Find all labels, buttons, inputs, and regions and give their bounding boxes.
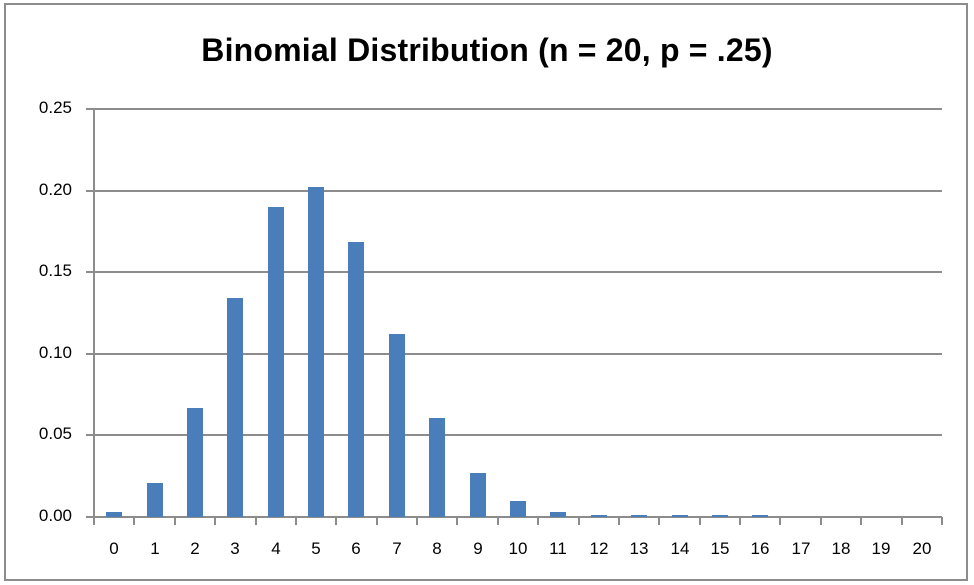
y-axis-tick — [86, 271, 94, 273]
x-axis-label: 13 — [629, 539, 649, 558]
gridline — [94, 190, 942, 192]
x-axis-tick — [901, 517, 903, 525]
bar-3[interactable] — [227, 298, 243, 517]
bar-5[interactable] — [308, 187, 324, 517]
x-axis-label: 0 — [109, 539, 119, 558]
y-axis-label: 0.25 — [38, 98, 72, 117]
bar-11[interactable] — [550, 512, 566, 517]
gridline — [94, 434, 942, 436]
bar-10[interactable] — [510, 501, 526, 517]
bar-1[interactable] — [147, 483, 163, 517]
x-axis-tick — [335, 517, 337, 525]
y-axis-label: 0.00 — [38, 506, 72, 525]
bar-14[interactable] — [672, 515, 688, 517]
x-axis-tick — [497, 517, 499, 525]
bar-2[interactable] — [187, 408, 203, 517]
y-axis-line — [93, 109, 95, 525]
x-axis-label: 2 — [190, 539, 200, 558]
x-axis-label: 19 — [871, 539, 891, 558]
x-axis-tick — [93, 517, 95, 525]
x-axis-label: 7 — [392, 539, 402, 558]
x-axis-label: 8 — [432, 539, 442, 558]
bar-7[interactable] — [389, 334, 405, 517]
x-axis-tick — [456, 517, 458, 525]
bar-13[interactable] — [631, 515, 647, 517]
bar-8[interactable] — [429, 418, 445, 517]
x-axis-tick — [860, 517, 862, 525]
x-axis-tick — [779, 517, 781, 525]
x-axis-tick — [537, 517, 539, 525]
y-axis-tick — [86, 516, 94, 518]
y-axis-tick — [86, 353, 94, 355]
x-axis-tick — [255, 517, 257, 525]
gridline — [94, 108, 942, 110]
x-axis-label: 16 — [750, 539, 770, 558]
x-axis-label: 11 — [549, 539, 567, 558]
x-axis-tick — [174, 517, 176, 525]
x-axis-tick — [133, 517, 135, 525]
x-axis-label: 15 — [710, 539, 730, 558]
y-axis-label: 0.10 — [38, 343, 72, 362]
bar-0[interactable] — [106, 512, 122, 517]
x-axis-tick — [578, 517, 580, 525]
x-axis-label: 20 — [912, 539, 932, 558]
x-axis-tick — [214, 517, 216, 525]
chart-area[interactable] — [4, 3, 968, 581]
x-axis-tick — [416, 517, 418, 525]
x-axis-tick — [739, 517, 741, 525]
bar-6[interactable] — [348, 242, 364, 517]
x-axis-label: 5 — [311, 539, 321, 558]
y-axis-tick — [86, 108, 94, 110]
x-axis-label: 1 — [150, 539, 160, 558]
x-axis-label: 12 — [589, 539, 609, 558]
x-axis-tick — [376, 517, 378, 525]
bar-15[interactable] — [712, 515, 728, 517]
gridline — [94, 516, 942, 518]
y-axis-label: 0.15 — [38, 261, 72, 280]
x-axis-tick — [295, 517, 297, 525]
x-axis-label: 17 — [791, 539, 811, 558]
x-axis-tick — [618, 517, 620, 525]
chart-title: Binomial Distribution (n = 20, p = .25) — [201, 32, 773, 68]
x-axis-tick — [941, 517, 943, 525]
x-axis-label: 18 — [831, 539, 851, 558]
y-axis-label: 0.05 — [38, 424, 72, 443]
bar-9[interactable] — [470, 473, 486, 517]
y-axis-label: 0.20 — [38, 180, 72, 199]
x-axis-tick — [699, 517, 701, 525]
x-axis-tick — [658, 517, 660, 525]
bar-4[interactable] — [268, 207, 284, 517]
x-axis-label: 14 — [670, 539, 690, 558]
gridline — [94, 271, 942, 273]
bar-16[interactable] — [752, 515, 768, 517]
x-axis-tick — [820, 517, 822, 525]
x-axis-label: 10 — [508, 539, 528, 558]
x-axis-label: 9 — [473, 539, 483, 558]
x-axis-label: 6 — [351, 539, 361, 558]
bar-12[interactable] — [591, 515, 607, 517]
y-axis-tick — [86, 434, 94, 436]
gridline — [94, 353, 942, 355]
x-axis-label: 4 — [271, 539, 281, 558]
x-axis-label: 3 — [230, 539, 240, 558]
y-axis-tick — [86, 190, 94, 192]
